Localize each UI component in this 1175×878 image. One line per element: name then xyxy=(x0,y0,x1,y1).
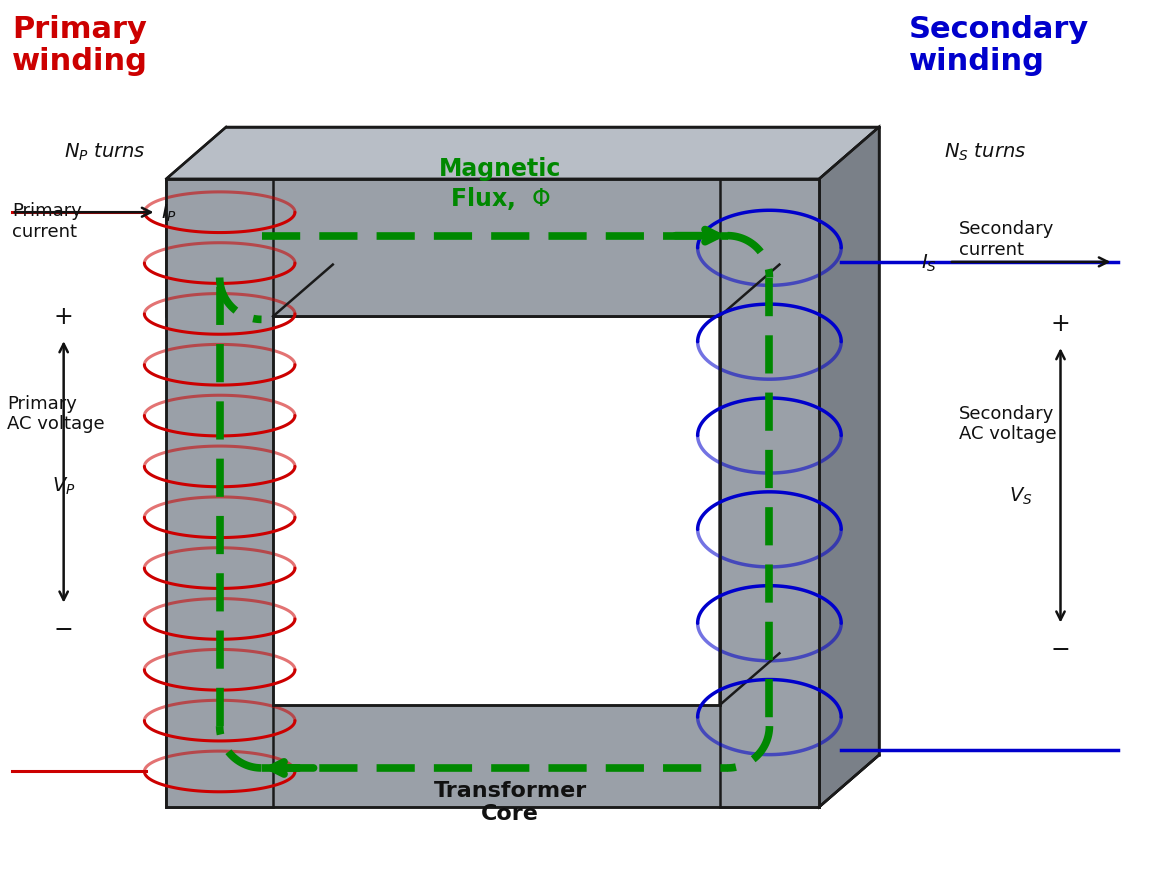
Text: Secondary
AC voltage: Secondary AC voltage xyxy=(959,404,1056,443)
Polygon shape xyxy=(167,180,273,807)
Text: Primary
winding: Primary winding xyxy=(12,15,148,76)
Text: +: + xyxy=(54,305,74,329)
Text: $N_P$ turns: $N_P$ turns xyxy=(63,141,146,163)
Text: −: − xyxy=(1050,637,1070,662)
Text: Magnetic
Flux,  $\Phi$: Magnetic Flux, $\Phi$ xyxy=(439,157,562,212)
Polygon shape xyxy=(719,265,779,705)
Text: Secondary
current: Secondary current xyxy=(959,220,1054,259)
Text: Primary
current: Primary current xyxy=(12,202,82,241)
Text: Secondary
winding: Secondary winding xyxy=(909,15,1089,76)
Text: $V_P$: $V_P$ xyxy=(52,476,75,497)
Polygon shape xyxy=(167,128,879,180)
Polygon shape xyxy=(719,180,819,807)
Text: +: + xyxy=(1050,312,1070,336)
Polygon shape xyxy=(819,128,879,807)
Polygon shape xyxy=(167,180,819,317)
Polygon shape xyxy=(273,265,779,317)
Text: $N_S$ turns: $N_S$ turns xyxy=(944,141,1026,163)
Text: Primary
AC voltage: Primary AC voltage xyxy=(7,394,105,433)
Text: $V_S$: $V_S$ xyxy=(1008,486,1032,507)
Text: $I_P$: $I_P$ xyxy=(161,202,177,224)
Text: Transformer
Core: Transformer Core xyxy=(434,781,586,824)
Polygon shape xyxy=(167,705,819,807)
Text: $I_S$: $I_S$ xyxy=(921,252,936,273)
Text: −: − xyxy=(54,618,74,642)
